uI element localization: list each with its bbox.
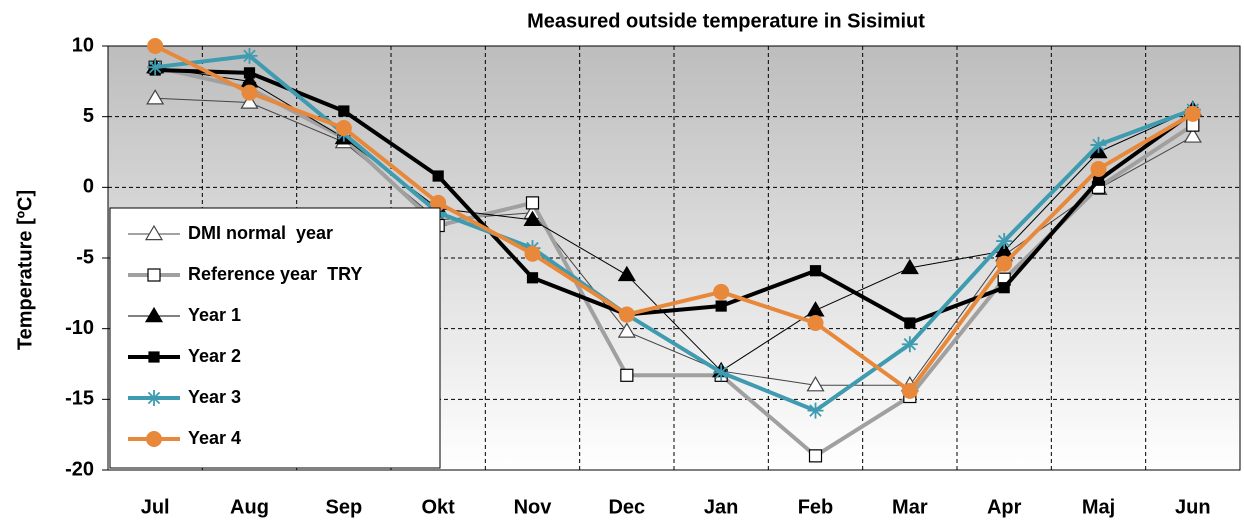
marker (147, 59, 164, 76)
marker (617, 265, 636, 282)
marker (996, 255, 1013, 272)
marker (904, 317, 916, 329)
marker (146, 89, 165, 105)
marker (523, 210, 542, 227)
y-tick-label: -15 (65, 388, 94, 410)
marker (147, 268, 161, 282)
marker (713, 364, 730, 381)
series-line (155, 97, 1194, 386)
marker (806, 376, 825, 392)
marker (715, 300, 727, 312)
x-tick-label: Sep (325, 496, 362, 518)
marker (144, 224, 164, 241)
marker (243, 67, 256, 79)
y-tick-label: -10 (65, 317, 94, 339)
legend-box (109, 207, 441, 469)
marker (526, 272, 539, 284)
x-tick-label: Apr (987, 496, 1022, 518)
x-tick-label: Maj (1082, 496, 1115, 518)
y-tick-label: -20 (65, 458, 94, 480)
marker (713, 283, 730, 300)
series-line (155, 68, 1194, 326)
marker (1090, 160, 1107, 177)
series-line (154, 44, 1194, 393)
x-tick-label: Mar (892, 496, 928, 518)
y-tick-label: 10 (72, 34, 94, 56)
x-tick-label: Feb (798, 496, 834, 518)
marker (807, 402, 824, 419)
y-tick-label: 0 (83, 176, 94, 198)
marker (618, 306, 635, 323)
marker (525, 196, 540, 210)
legend-label: Year 2 (188, 346, 241, 366)
legend-label: Year 1 (188, 305, 241, 325)
y-tick-label: -5 (76, 246, 94, 268)
marker (901, 382, 918, 399)
chart-title: Measured outside temperature in Sisimiut (527, 10, 925, 32)
legend-label: Year 4 (188, 428, 241, 448)
marker (807, 315, 824, 332)
marker (620, 368, 634, 382)
marker (147, 38, 164, 54)
marker (432, 170, 444, 182)
marker (430, 194, 447, 211)
x-tick-label: Aug (230, 496, 269, 518)
marker (146, 390, 162, 406)
x-tick-label: Jul (141, 496, 170, 518)
marker (241, 84, 258, 101)
x-tick-label: Dec (608, 496, 645, 518)
y-axis-label: Temperature [ºC] (14, 190, 36, 350)
marker (617, 322, 636, 338)
series-line (154, 65, 1194, 458)
legend-label: Reference year TRY (188, 264, 362, 284)
marker (808, 449, 823, 463)
plot-border (107, 45, 1241, 471)
legend-label: Year 3 (188, 387, 241, 407)
marker (901, 336, 918, 353)
series-line (155, 66, 1194, 372)
marker (241, 47, 258, 64)
marker (144, 306, 164, 323)
marker (524, 245, 541, 262)
marker (240, 93, 259, 109)
x-tick-label: Nov (514, 496, 553, 518)
y-tick-label: 5 (83, 105, 94, 127)
marker (1184, 105, 1201, 122)
marker (148, 351, 160, 363)
marker (335, 119, 352, 136)
marker (996, 233, 1013, 250)
marker (146, 431, 162, 447)
x-tick-label: Jun (1175, 496, 1211, 518)
marker (998, 282, 1010, 294)
marker (1090, 136, 1107, 153)
marker (1183, 127, 1202, 143)
marker (900, 258, 919, 275)
legend-label: DMI normal year (188, 223, 333, 243)
x-tick-label: Okt (421, 496, 455, 518)
x-tick-label: Jan (704, 496, 738, 518)
marker (338, 105, 350, 117)
marker (809, 265, 822, 277)
